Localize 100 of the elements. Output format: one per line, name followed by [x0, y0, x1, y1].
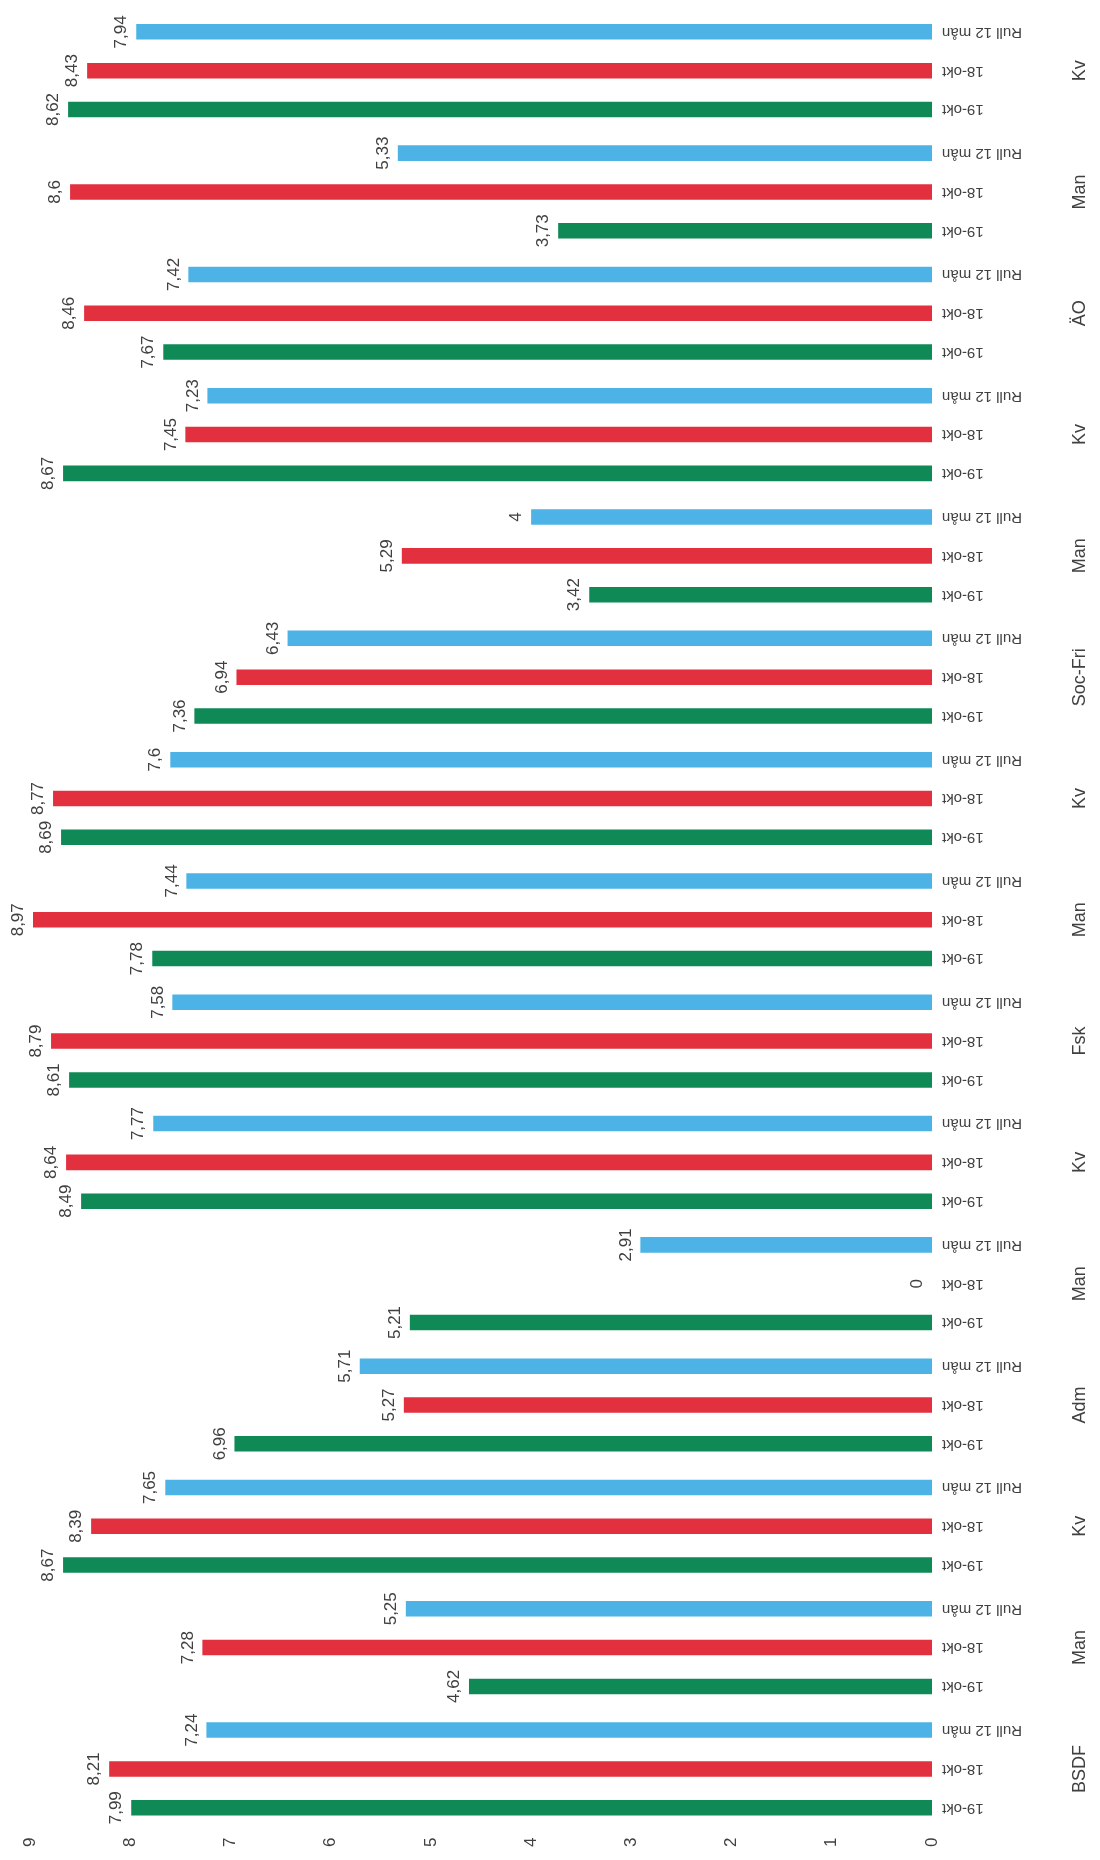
- series-label: 19-okt: [941, 102, 984, 120]
- data-label: 8,61: [44, 1063, 64, 1097]
- data-label: 5,21: [385, 1305, 405, 1340]
- data-label: 7,99: [106, 1791, 126, 1825]
- y-tick-label: Adm: [1068, 1386, 1089, 1424]
- data-label: 8,21: [84, 1752, 104, 1786]
- y-tick-label: Kv: [1068, 1151, 1089, 1173]
- data-label: 5,29: [377, 539, 397, 573]
- bar: [236, 669, 932, 685]
- bar: [640, 1237, 932, 1253]
- text: 19-okt: [942, 1436, 984, 1454]
- text: 18-okt: [942, 184, 984, 202]
- bar: [69, 1072, 932, 1088]
- bar: [234, 1436, 932, 1452]
- text: 18-okt: [942, 548, 984, 566]
- bar: [136, 24, 932, 40]
- bar: [84, 305, 932, 322]
- text: Rull 12 mån: [942, 388, 1023, 406]
- data-label: 5,71: [334, 1349, 354, 1383]
- text: 19-okt: [942, 587, 984, 605]
- data-label: 8,64: [41, 1145, 61, 1179]
- bar: [207, 387, 932, 404]
- data-label: 7,44: [161, 864, 181, 898]
- text: 18-okt: [942, 1155, 984, 1173]
- bar: [185, 426, 932, 443]
- text: 18-okt: [942, 670, 984, 688]
- bar: [202, 1639, 932, 1656]
- text: 18-okt: [942, 912, 984, 930]
- bar: [66, 1154, 932, 1171]
- data-label: 5,33: [373, 136, 392, 170]
- text: 18-okt: [942, 1519, 984, 1537]
- y-tick-label: Man: [1068, 174, 1089, 210]
- series-label: Rull 12 mån: [942, 24, 1023, 42]
- y-tick-label: Kv: [1068, 424, 1089, 446]
- text: 18-okt: [942, 1761, 984, 1779]
- text: 18-okt: [942, 1640, 984, 1658]
- text: 19-okt: [942, 951, 984, 969]
- data-label: 7,94: [111, 15, 131, 49]
- text: 19-okt: [942, 466, 984, 484]
- text: Rull 12 mån: [942, 1722, 1023, 1740]
- data-label: 7,36: [169, 699, 189, 733]
- text: Rull 12 mån: [942, 752, 1023, 770]
- data-label: 7,58: [147, 985, 167, 1019]
- data-label: 3,73: [533, 214, 553, 248]
- text: 18-okt: [942, 791, 984, 809]
- y-tick-label: BSDF: [1068, 1744, 1089, 1793]
- text: 18-okt: [942, 1276, 984, 1294]
- text: 19-okt: [942, 830, 984, 848]
- bar: [109, 1761, 932, 1777]
- bar: [163, 344, 932, 360]
- text: Rull 12 mån: [942, 873, 1023, 891]
- bar: [287, 630, 932, 647]
- text: 18-okt: [942, 306, 984, 324]
- bar: [153, 1115, 932, 1132]
- bar: [165, 1479, 932, 1496]
- x-tick-label: 1: [821, 1837, 841, 1848]
- data-label: 7,78: [127, 942, 147, 976]
- y-tick-label: Man: [1068, 538, 1089, 574]
- text: Rull 12 mån: [942, 1116, 1023, 1134]
- data-label: 8,6: [45, 180, 65, 204]
- text: 19-okt: [942, 1194, 984, 1212]
- bar: [558, 223, 932, 239]
- bar: [468, 1678, 932, 1695]
- data-label: 8,97: [8, 903, 28, 937]
- x-tick-label: 2: [721, 1837, 741, 1848]
- bar: [188, 266, 932, 283]
- text: 19-okt: [942, 1315, 984, 1333]
- bar: [206, 1722, 932, 1738]
- bar: [170, 751, 932, 768]
- x-tick-label: 9: [19, 1837, 39, 1848]
- data-label: 6,96: [209, 1427, 229, 1461]
- text: Rull 12 mån: [942, 267, 1023, 285]
- bar: [51, 1033, 932, 1049]
- x-tick-label: 3: [621, 1837, 641, 1848]
- bar: [359, 1358, 932, 1374]
- text: 18-okt: [942, 1397, 984, 1415]
- x-tick-label: 7: [220, 1837, 240, 1848]
- y-tick-label: Fsk: [1068, 1025, 1089, 1056]
- bar: [61, 829, 932, 846]
- bar: [81, 1193, 932, 1209]
- bar: [68, 101, 932, 118]
- bar: [194, 708, 932, 724]
- bar: [63, 465, 932, 482]
- data-label: 2,91: [615, 1228, 635, 1262]
- y-tick-label: Man: [1068, 1630, 1089, 1666]
- text: Rull 12 mån: [942, 1480, 1023, 1498]
- data-label: 7,45: [160, 418, 180, 452]
- data-label: 8,62: [43, 92, 63, 127]
- bar: [403, 1397, 932, 1413]
- text: Rull 12 mån: [942, 995, 1023, 1013]
- y-tick-label: ÄO: [1068, 300, 1089, 327]
- x-tick-label: 0: [921, 1837, 941, 1848]
- bar: [70, 184, 932, 200]
- text: 19-okt: [942, 223, 984, 241]
- y-tick-label: Man: [1068, 902, 1089, 938]
- data-label: 0: [907, 1278, 927, 1289]
- x-tick-label: 5: [420, 1837, 440, 1848]
- y-tick-label: Kv: [1068, 60, 1089, 82]
- series-label: 18-okt: [941, 63, 984, 81]
- x-tick-label: 6: [320, 1837, 340, 1848]
